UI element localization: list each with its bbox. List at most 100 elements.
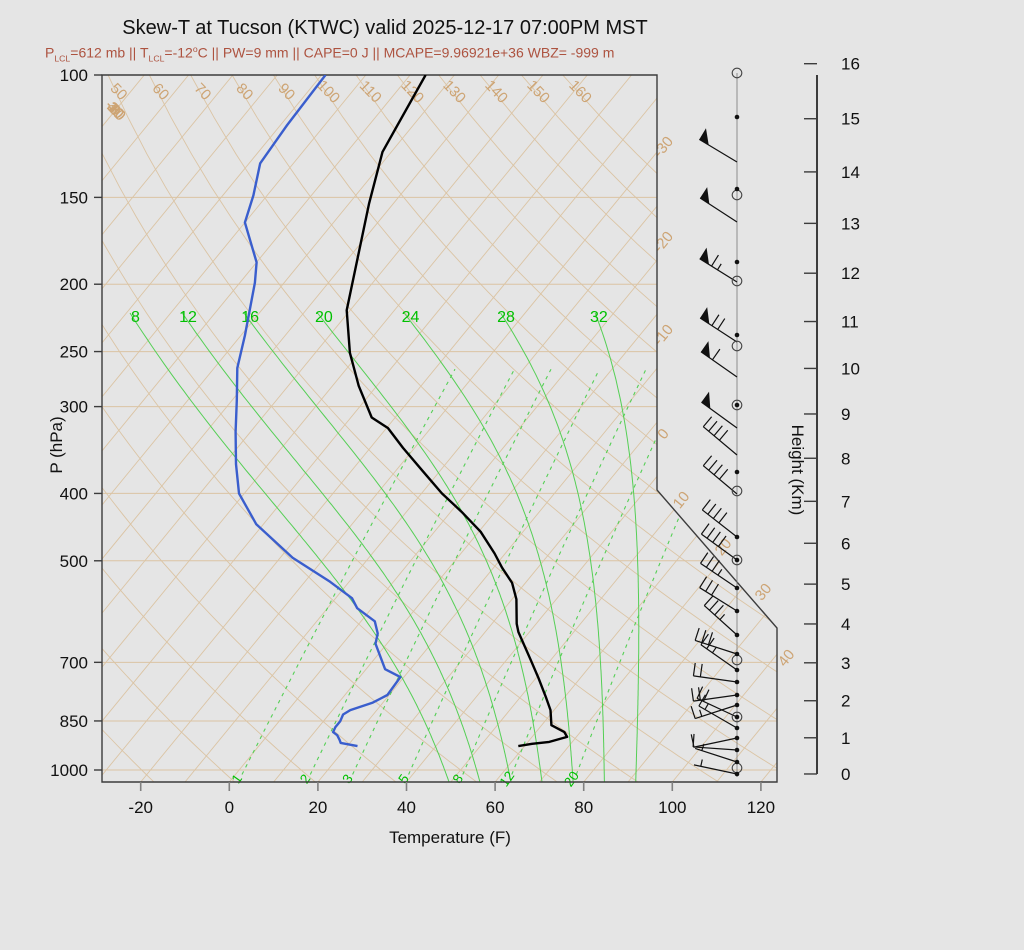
page-title: Skew-T at Tucson (KTWC) valid 2025-12-17… [122, 17, 648, 39]
dry-adiabat-line [102, 75, 721, 782]
moist-adiabat-label: 16 [241, 309, 259, 326]
dry-adiabat-line [521, 75, 777, 782]
dry-adiabat-line [107, 75, 777, 782]
temperature-tick-label: 20 [308, 798, 327, 817]
station-dot-marker [734, 747, 740, 753]
wind-barb [700, 523, 738, 561]
isotherm-line [317, 75, 777, 782]
height-tick-label: 15 [841, 110, 860, 129]
station-dot-marker [734, 725, 740, 731]
wind-barb [701, 391, 738, 429]
wind-barb [699, 187, 738, 223]
moist-adiabat-label: 24 [402, 309, 420, 326]
line-label: 100 [314, 77, 344, 107]
pressure-tick-label: 1000 [50, 761, 88, 780]
station-dot-marker [734, 332, 740, 338]
isotherm-line [494, 75, 777, 782]
wind-barb-column [690, 67, 743, 777]
isotherm-line [583, 75, 777, 782]
dry-adiabat-line [190, 75, 777, 782]
station-dot-marker [734, 469, 740, 475]
dry-adiabat-line [273, 75, 777, 782]
line-label: 70 [191, 80, 215, 104]
dry-adiabat-line [102, 75, 560, 782]
wind-barb [698, 128, 738, 163]
line-label: 60 [149, 80, 173, 104]
wind-barb [690, 734, 738, 748]
dry-adiabat-line [102, 75, 237, 782]
line-label: 160 [565, 77, 595, 107]
station-dot-marker [734, 735, 740, 741]
wind-barb [703, 595, 738, 636]
plot-frame [101, 74, 778, 783]
isotherm-line [102, 75, 234, 782]
dry-adiabat-line [314, 75, 777, 782]
pressure-tick-label: 100 [60, 66, 88, 85]
station-dot-marker [734, 714, 740, 720]
height-tick-label: 7 [841, 492, 850, 511]
height-tick-label: 10 [841, 359, 860, 378]
wind-barb [700, 552, 738, 589]
line-label: 10 [670, 488, 694, 512]
plot-background-lines [102, 75, 777, 782]
temperature-tick-label: 100 [658, 798, 686, 817]
isotherm-line [184, 75, 765, 782]
height-tick-label: 8 [841, 449, 850, 468]
mixing-ratio-line [511, 368, 689, 775]
line-label: -10 [650, 321, 677, 349]
temperature-tick-label: 60 [486, 798, 505, 817]
height-tick-label: 2 [841, 692, 850, 711]
station-circle-marker [731, 399, 743, 411]
station-dot-marker [734, 667, 740, 673]
moist-adiabat-line [129, 312, 450, 782]
line-label: 80 [233, 80, 257, 104]
station-dot-marker [734, 186, 740, 192]
station-dot-marker [734, 771, 740, 777]
wind-barb [690, 704, 738, 720]
moist-adiabat-label: 28 [497, 309, 515, 326]
wind-barb [699, 247, 738, 283]
isotherm-line [102, 75, 322, 782]
pressure-tick-label: 500 [60, 552, 88, 571]
height-tick-label: 0 [841, 765, 850, 784]
isotherm-line [102, 75, 189, 782]
temperature-tick-label: -20 [128, 798, 153, 817]
station-dot-marker [734, 692, 740, 698]
isotherm-line [102, 75, 278, 782]
station-dot-marker [734, 114, 740, 120]
station-dot-marker [734, 585, 740, 591]
wind-barb [698, 694, 738, 729]
moist-adiabat-line [500, 312, 605, 782]
moist-adiabat-line [181, 312, 481, 782]
wind-barb [692, 733, 738, 751]
temperature-tick-label: 80 [574, 798, 593, 817]
wind-barb [696, 686, 738, 718]
dry-adiabat-line [231, 75, 777, 782]
height-tick-label: 5 [841, 575, 850, 594]
station-circle-marker [731, 554, 743, 566]
moist-adiabat-line [243, 312, 512, 782]
height-tick-label: 14 [841, 163, 860, 182]
moist-adiabat-label: 8 [131, 309, 140, 326]
wind-barb [700, 633, 738, 671]
mixing-ratio-line [575, 368, 744, 775]
isotherm-line [102, 75, 455, 782]
height-tick-label: 1 [841, 729, 850, 748]
mixing-ratio-line [462, 368, 647, 775]
dewpoint-curve [234, 75, 402, 748]
wind-barb [701, 499, 738, 538]
mixing-ratio-line [408, 368, 600, 775]
dry-adiabat-line [102, 75, 318, 782]
station-dot-marker [734, 679, 740, 685]
pressure-tick-label: 700 [60, 653, 88, 672]
isotherm-line [102, 75, 677, 782]
height-tick-label: 6 [841, 534, 850, 553]
height-tick-label: 9 [841, 405, 850, 424]
isotherm-line [102, 75, 367, 782]
height-tick-label: 4 [841, 615, 850, 634]
sounding-curves [234, 75, 569, 748]
sounding-stats-line: PLCL=612 mb || TLCL=-12oC || PW=9 mm || … [45, 44, 615, 64]
station-dot-marker [734, 534, 740, 540]
pressure-axis-title: P (hPa) [47, 416, 66, 474]
